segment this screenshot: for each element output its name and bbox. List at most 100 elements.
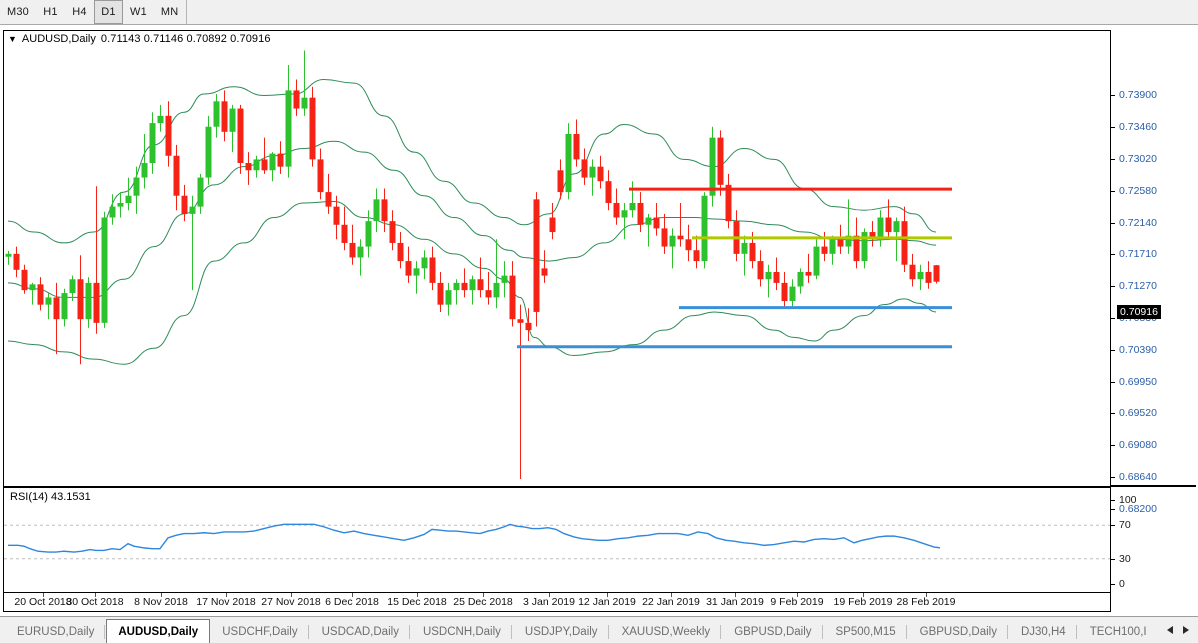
candlestick [701,192,708,269]
candle-body [245,163,252,171]
candlestick [493,239,500,309]
candlestick [853,217,860,269]
candlestick [533,192,540,327]
chart-tab-usdjpy-daily[interactable]: USDJPY,Daily [513,621,610,643]
time-axis-tick [352,593,353,597]
candlestick [125,177,132,211]
candlestick [693,235,700,269]
candle-body [309,97,316,160]
chart-canvas-frame[interactable]: ▼ AUDUSD,Daily 0.71143 0.71146 0.70892 0… [3,30,1195,612]
chart-symbol-label: AUDUSD,Daily [21,33,96,45]
price-scale-label: 0.69950 [1119,375,1157,388]
chart-tab-sp500-m15[interactable]: SP500,M15 [824,621,908,643]
candlestick [429,246,436,291]
price-pane[interactable]: ▼ AUDUSD,Daily 0.71143 0.71146 0.70892 0… [4,31,1194,486]
price-scale-axis[interactable]: 0.73900 0.73460 0.73020 0.72580 0.72140 0.717… [1110,30,1196,612]
price-scale-label: 0.68640 [1119,471,1157,484]
chart-title-bar: ▼ AUDUSD,Daily 0.71143 0.71146 0.70892 0… [8,33,271,45]
candle-body [485,290,492,298]
chart-tab-gbpusd-daily[interactable]: GBPUSD,Daily [722,621,823,643]
candlestick [93,186,100,334]
candle-body [813,246,820,276]
candlestick [653,202,660,236]
tab-separator [1006,625,1008,639]
timeframe-button-d1[interactable]: D1 [94,0,123,24]
chart-tab-audusd-daily[interactable]: AUDUSD,Daily [106,619,211,643]
candle-body [157,115,164,124]
rsi-scale-tick [1111,500,1115,501]
chart-tab-dj30-h4[interactable]: DJ30,H4 [1009,621,1078,643]
candlestick [325,173,332,214]
time-axis-label: 19 Feb 2019 [833,596,893,608]
chart-tab-usdcad-daily[interactable]: USDCAD,Daily [310,621,411,643]
time-axis-label: 28 Feb 2019 [896,596,956,608]
candle-body [261,159,268,171]
candlestick [789,279,796,309]
candle-body [509,275,516,320]
candle-body [717,137,724,185]
candlestick [405,246,412,283]
candlestick [333,195,340,240]
timeframe-button-h4[interactable]: H4 [72,6,87,18]
candle-body [397,242,404,262]
timeframe-button-m30[interactable]: M30 [7,6,29,18]
price-scale-label: 0.71270 [1119,280,1157,292]
collapse-caret-icon[interactable]: ▼ [8,33,17,44]
candle-body [461,282,468,291]
price-scale-tick [1111,381,1115,383]
chart-tab-xauusd-weekly[interactable]: XAUUSD,Weekly [610,621,723,643]
scroll-left-arrow-icon[interactable] [1167,625,1173,634]
timeframe-button-mn[interactable]: MN [160,6,179,18]
chart-tab-usdchf-daily[interactable]: USDCHF,Daily [210,621,309,643]
candle-body [269,153,276,171]
rsi-pane[interactable]: RSI(14) 43.1531 [4,488,1194,592]
price-scale-label: 0.69080 [1119,439,1157,452]
bollinger-upper-band [7,79,937,244]
candlestick [469,275,476,305]
candlestick [509,261,516,327]
price-scale-label: 0.72580 [1119,184,1157,197]
candlestick [205,115,212,185]
timeframe-button-h1[interactable]: H1 [43,6,58,18]
candle-body [61,293,68,320]
candlestick [189,195,196,291]
candle-body [5,253,12,257]
rsi-chart-svg [4,523,1194,560]
chart-tab-tech100-i[interactable]: TECH100,I [1078,621,1159,643]
candlestick [861,228,868,269]
candle-body [53,297,60,320]
tab-separator [1075,625,1077,639]
candlestick [637,192,644,233]
timeframe-button-w1[interactable]: W1 [130,6,147,18]
candle-body [29,284,36,291]
time-axis-label: 30 Oct 2018 [66,596,124,608]
scroll-right-arrow-icon[interactable] [1183,625,1189,634]
rsi-scale-label: 0 [1119,578,1125,590]
candle-body [645,217,652,225]
candlestick [477,257,484,298]
candlestick [341,206,348,251]
chart-tab-label: USDCNH,Daily [422,626,501,638]
time-axis-label: 8 Nov 2018 [134,596,188,608]
time-axis-label: 6 Dec 2018 [325,596,379,608]
time-axis-tick [926,593,927,597]
rsi-scale-tick [1111,558,1115,560]
chart-tab-gbpusd-daily[interactable]: GBPUSD,Daily [908,621,1009,643]
tab-separator [408,625,410,639]
candle-body [893,221,900,233]
time-axis-tick [797,593,798,597]
chart-tab-eurusd-daily[interactable]: EURUSD,Daily [5,621,106,643]
chart-tab-usdcnh-daily[interactable]: USDCNH,Daily [411,621,513,643]
candle-body [757,261,764,280]
time-axis: 20 Oct 2018 30 Oct 2018 8 Nov 2018 17 Nov 2… [4,592,1194,611]
candlestick [245,152,252,185]
candlestick [573,119,580,167]
candlestick [629,181,636,218]
candlestick [253,155,260,178]
tab-separator [307,625,309,639]
candle-body [389,221,396,243]
candle-body [549,217,556,233]
chart-tab-label: DJ30,H4 [1020,626,1066,638]
candlestick [549,202,556,240]
candle-body [837,239,844,247]
